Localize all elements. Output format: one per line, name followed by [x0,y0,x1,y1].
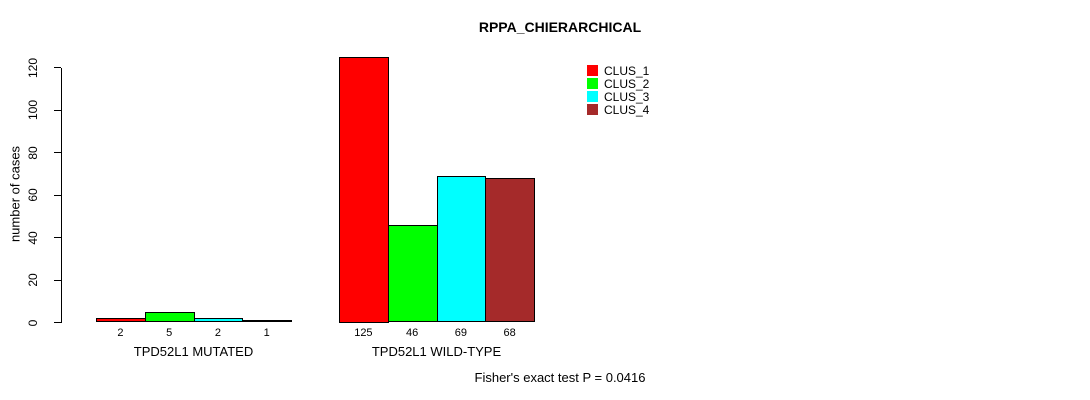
y-tick [54,194,61,196]
bar-value-label: 46 [406,327,419,339]
bar-clus_2-group1 [144,311,195,323]
group-label-2: TPD52L1 WILD-TYPE [371,344,502,359]
y-tick [54,322,61,323]
y-tick-label: 60 [26,188,40,202]
y-tick-label: 80 [26,146,40,160]
y-tick-label: 40 [26,230,40,245]
legend-color-swatch [587,65,598,76]
y-tick [54,279,61,281]
bar-clus_1-group2 [339,57,389,323]
bar-value-label: 68 [503,327,516,339]
bar-value-label: 125 [354,327,373,339]
bar-value-label: 5 [166,327,173,339]
legend-color-swatch [587,78,598,89]
legend-label: CLUS_4 [604,102,650,117]
group-label-1: TPD52L1 MUTATED [133,344,254,359]
y-tick-label: 100 [26,100,40,121]
bar-clus_4-group1 [242,320,292,323]
legend-color-swatch [587,104,598,115]
legend-item-clus_1: CLUS_1 [587,63,650,78]
bar-clus_3-group1 [193,318,244,323]
bar-value-label: 2 [214,327,221,339]
y-tick-label: 120 [26,57,40,78]
y-tick [54,152,61,154]
bar-value-label: 69 [454,327,467,339]
legend-item-clus_4: CLUS_4 [587,102,650,117]
y-axis-label: number of cases [7,145,23,243]
bar-clus_3-group2 [436,176,487,323]
footnote-fisher-test: Fisher's exact test P = 0.0416 [474,370,646,385]
chart-title: RPPA_CHIERARCHICAL [478,19,642,35]
legend-item-clus_2: CLUS_2 [587,76,650,91]
y-tick-label: 0 [26,319,40,326]
legend-label: CLUS_3 [604,89,650,104]
y-tick-label: 20 [26,273,40,287]
bar-clus_4-group2 [485,178,535,323]
bar-clus_2-group2 [387,224,438,323]
bar-clus_1-group1 [96,318,146,323]
legend-label: CLUS_1 [604,63,650,78]
y-tick [54,67,61,69]
y-tick [54,237,61,239]
legend-color-swatch [587,91,598,102]
legend: CLUS_1 CLUS_2 CLUS_3 CLUS_4 [587,63,650,117]
bar-value-label: 1 [263,327,270,339]
y-tick [54,109,61,111]
legend-item-clus_3: CLUS_3 [587,89,650,104]
y-axis-line [61,67,62,323]
legend-label: CLUS_2 [604,76,650,91]
bar-value-label: 2 [117,327,124,339]
